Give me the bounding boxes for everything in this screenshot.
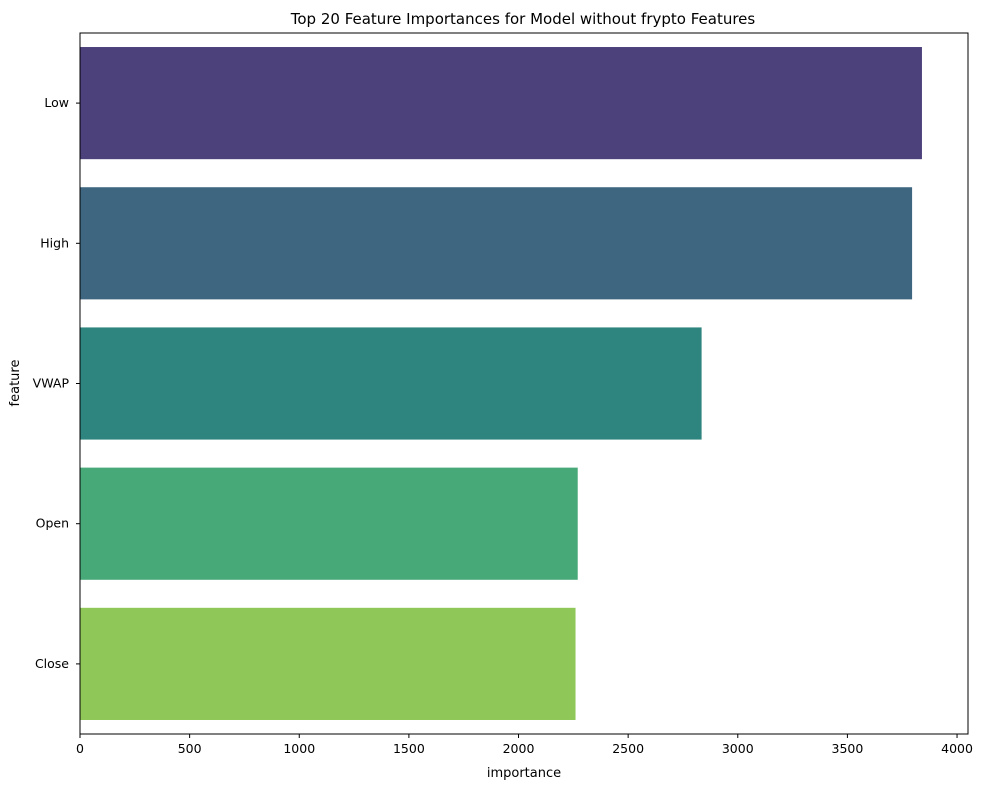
y-tick-label: VWAP — [33, 376, 70, 391]
y-tick-label: High — [40, 235, 69, 250]
x-tick-label: 2000 — [503, 741, 535, 756]
bar-close — [80, 607, 576, 720]
y-axis-label: feature — [8, 360, 23, 407]
x-tick-label: 2500 — [612, 741, 644, 756]
bar-open — [80, 467, 578, 580]
x-axis-ticks: 0 500 1000 1500 2000 2500 3000 3500 4000 — [76, 734, 973, 756]
x-tick-label: 3500 — [832, 741, 864, 756]
bar-low — [80, 47, 922, 160]
x-axis-label: importance — [487, 766, 561, 781]
y-tick-label: Low — [44, 95, 69, 110]
chart-title: Top 20 Feature Importances for Model wit… — [290, 10, 756, 28]
bars-group — [80, 47, 922, 720]
x-tick-label: 500 — [178, 741, 202, 756]
bar-high — [80, 187, 913, 300]
y-tick-label: Open — [36, 516, 69, 531]
x-tick-label: 1000 — [283, 741, 315, 756]
x-tick-label: 3000 — [722, 741, 754, 756]
bar-vwap — [80, 327, 702, 440]
x-tick-label: 4000 — [941, 741, 973, 756]
y-tick-label: Close — [35, 656, 69, 671]
x-tick-label: 1500 — [393, 741, 425, 756]
x-tick-label: 0 — [76, 741, 84, 756]
y-axis-ticks: Low High VWAP Open Close — [33, 95, 80, 671]
